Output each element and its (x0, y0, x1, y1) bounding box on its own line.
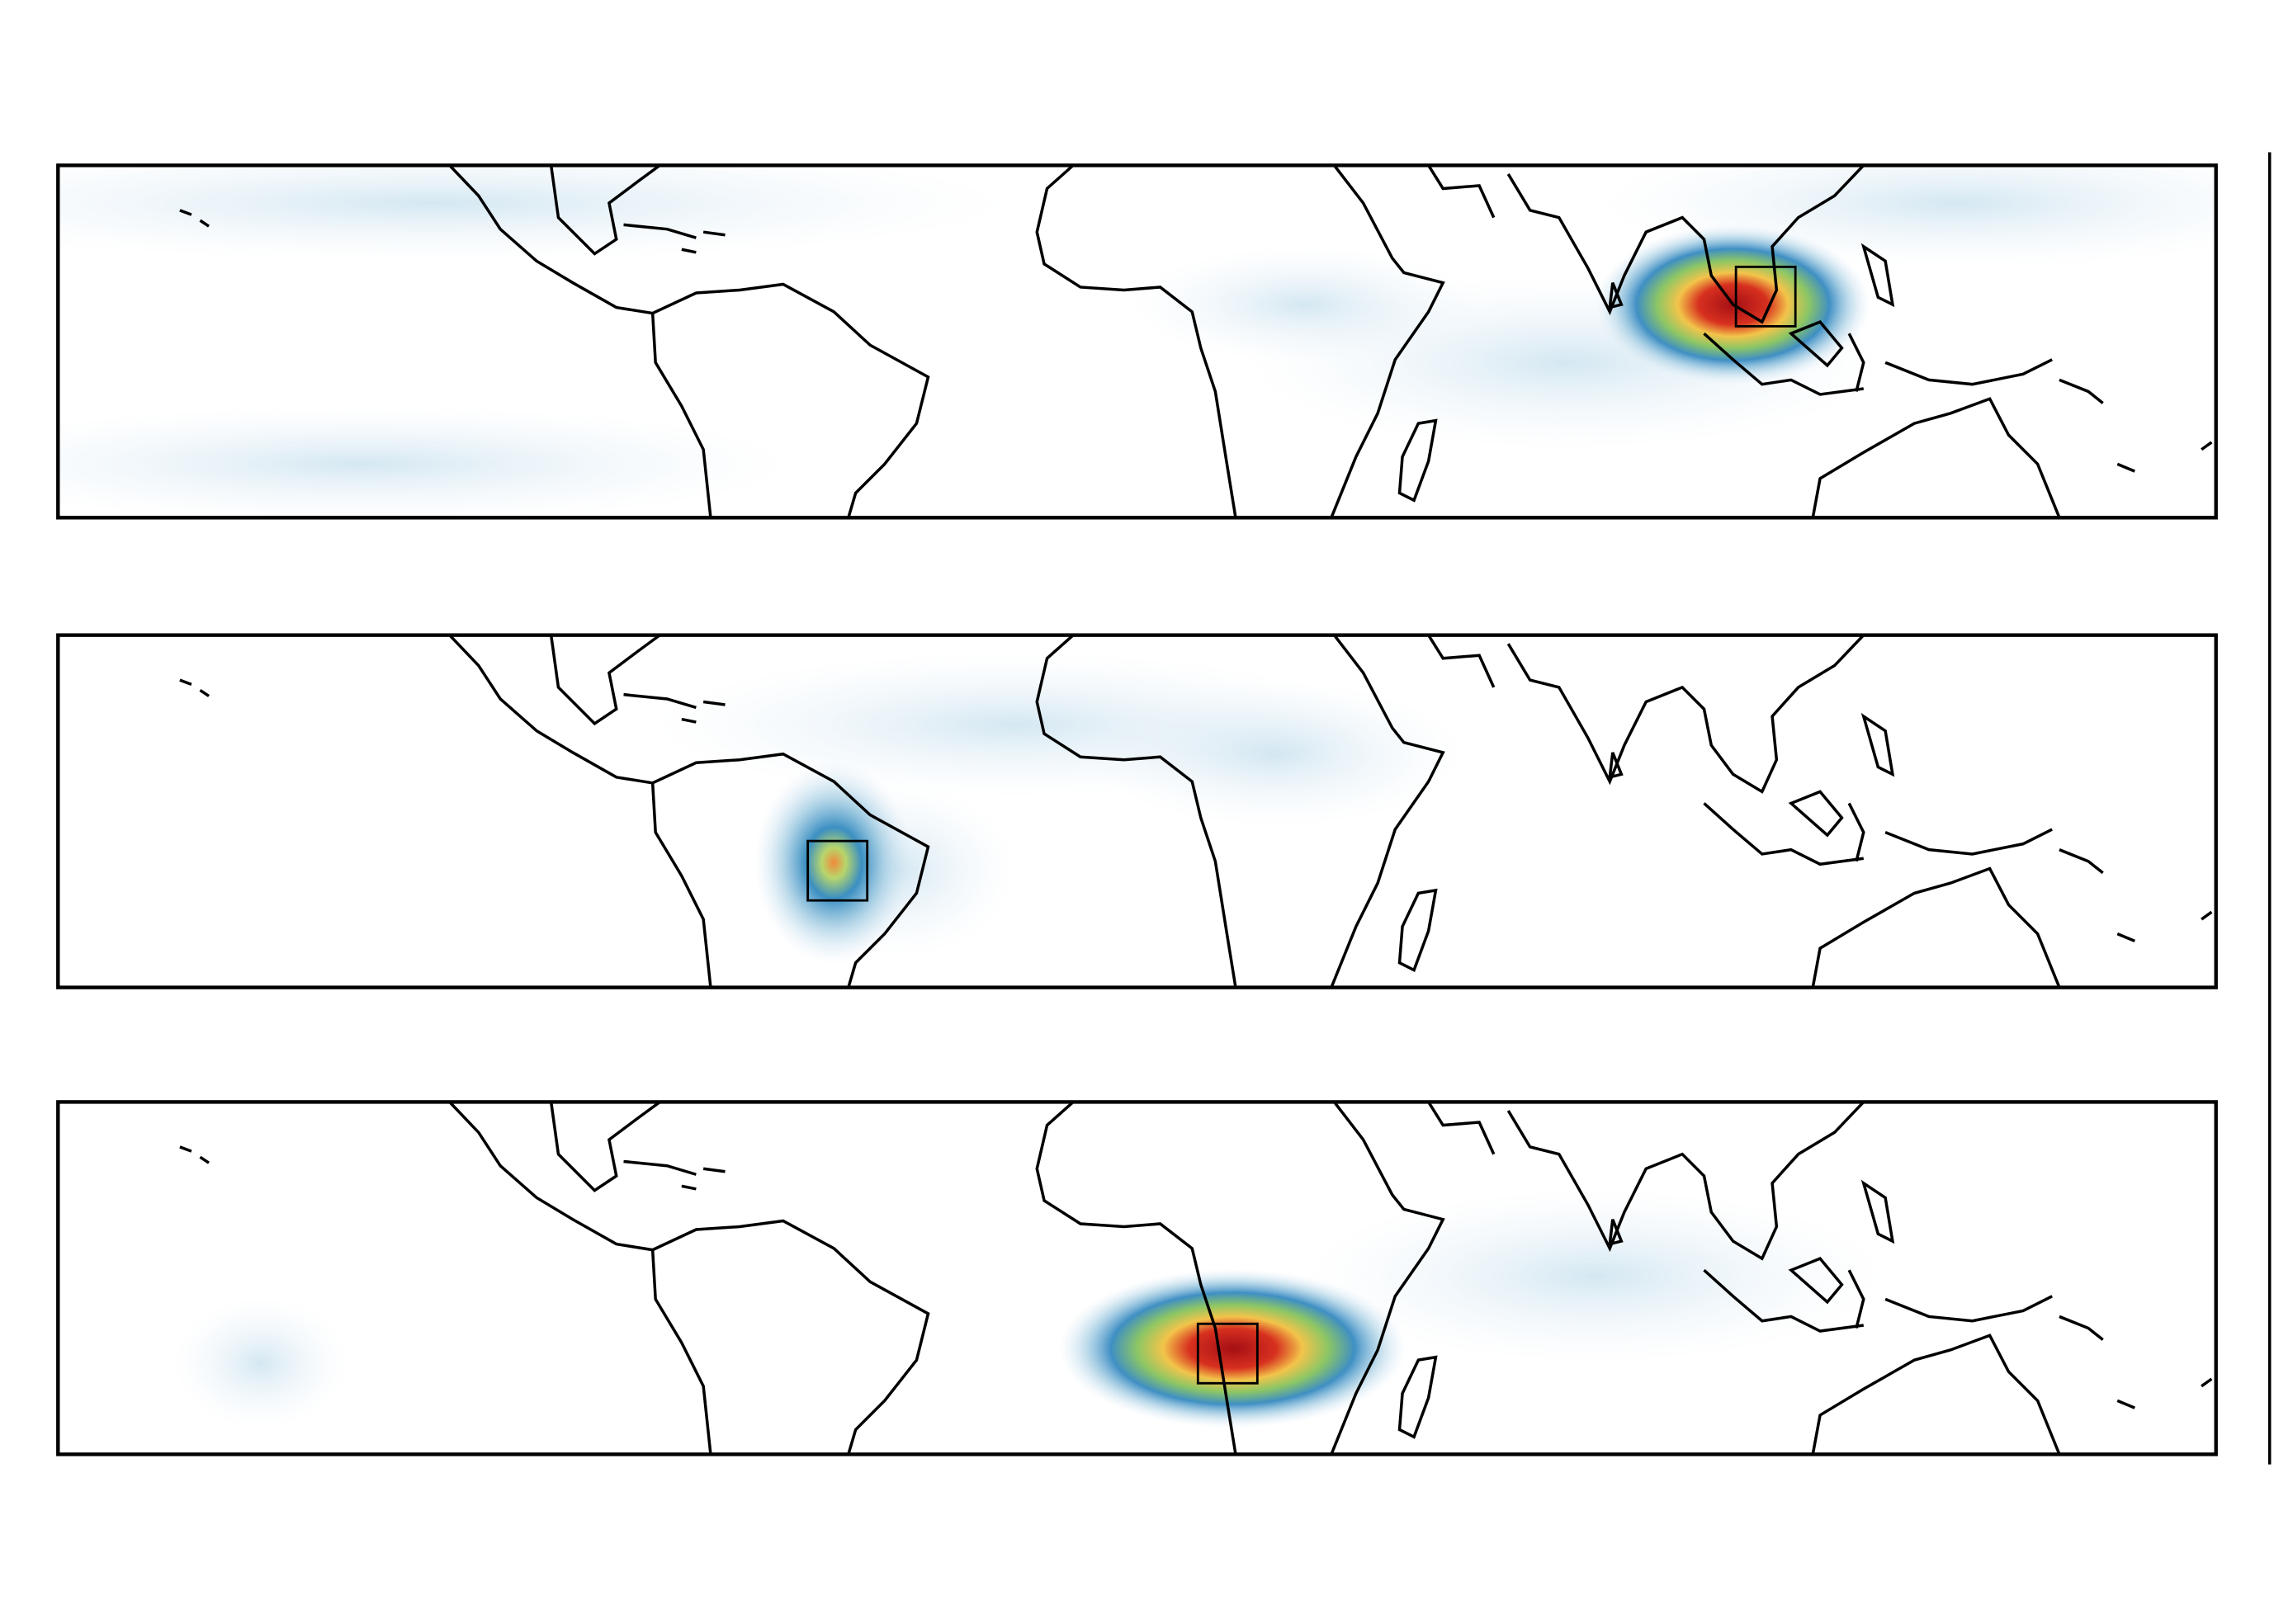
panel-frame (56, 163, 2218, 520)
panel-frame (56, 633, 2218, 989)
target-box (1734, 265, 1797, 328)
heat-haze (58, 165, 1015, 262)
panel-content (58, 1102, 2216, 1455)
map-panel (56, 163, 2218, 520)
heat-haze (1131, 246, 1480, 363)
panel-content (58, 165, 2216, 518)
heat-spot (754, 761, 914, 965)
heat-haze (58, 406, 798, 518)
map-panel (56, 633, 2218, 989)
heat-spot (1058, 1268, 1407, 1428)
panel-frame (56, 1100, 2218, 1456)
heat-haze (1087, 681, 1465, 827)
map-panel (56, 1100, 2218, 1456)
target-box (806, 839, 869, 902)
heat-haze (1305, 1188, 1886, 1363)
target-box (1196, 1322, 1259, 1385)
heat-haze (173, 1297, 348, 1428)
panel-content (58, 635, 2216, 988)
